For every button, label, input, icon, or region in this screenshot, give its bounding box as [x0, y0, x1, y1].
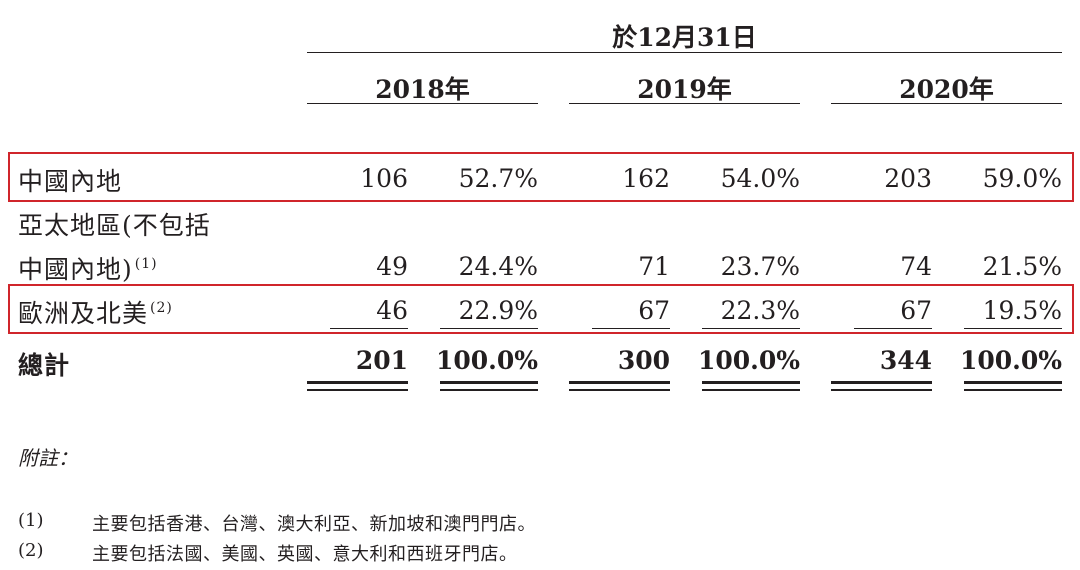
row-label-europe: 歐洲及北美 (2)	[18, 294, 173, 330]
cell-value: 67	[638, 296, 670, 325]
cell-value: 106	[360, 164, 408, 193]
header-rule	[307, 52, 1062, 53]
total-double-rule	[569, 381, 670, 384]
footnote-text-1: 主要包括香港、台灣、澳大利亞、新加坡和澳門門店。	[92, 514, 536, 535]
subtotal-rule	[854, 328, 932, 329]
footnote-ref-2: (2)	[150, 300, 173, 316]
cell-percent: 23.7%	[720, 252, 800, 281]
cell-percent: 19.5%	[982, 296, 1062, 325]
highlight-box-europe	[8, 284, 1074, 334]
total-double-rule	[964, 381, 1062, 384]
notes-heading: 附註：	[18, 446, 78, 470]
subtotal-rule	[592, 328, 670, 329]
highlight-box-mainland	[8, 152, 1074, 202]
total-percent: 100.0%	[959, 346, 1062, 375]
year-header-2020: 2020年	[899, 75, 994, 104]
total-double-rule	[440, 381, 538, 384]
cell-value: 71	[638, 252, 670, 281]
year-rule-2019	[569, 103, 800, 104]
cell-percent: 21.5%	[982, 252, 1062, 281]
total-value: 300	[617, 346, 670, 375]
total-double-rule	[307, 381, 408, 384]
total-double-rule	[831, 389, 932, 391]
total-double-rule	[440, 389, 538, 391]
cell-value: 67	[900, 296, 932, 325]
year-header-2019: 2019年	[637, 75, 732, 104]
cell-value: 46	[376, 296, 408, 325]
total-double-rule	[702, 389, 800, 391]
cell-percent: 59.0%	[982, 164, 1062, 193]
footnote-marker-2: (2)	[18, 540, 44, 561]
subtotal-rule	[440, 328, 538, 329]
cell-percent: 22.3%	[720, 296, 800, 325]
subtotal-rule	[702, 328, 800, 329]
cell-value: 203	[884, 164, 932, 193]
cell-value: 49	[376, 252, 408, 281]
total-double-rule	[569, 389, 670, 391]
footnote-text-2: 主要包括法國、美國、英國、意大利和西班牙門店。	[92, 544, 518, 565]
year-header-2018: 2018年	[375, 75, 470, 104]
row-label-total: 總計	[18, 351, 71, 380]
total-value: 344	[879, 346, 932, 375]
cell-percent: 52.7%	[458, 164, 538, 193]
cell-value: 74	[900, 252, 932, 281]
footnote-ref-1: (1)	[134, 256, 158, 272]
total-double-rule	[702, 381, 800, 384]
cell-value: 162	[622, 164, 670, 193]
cell-percent: 54.0%	[720, 164, 800, 193]
total-double-rule	[831, 381, 932, 384]
cell-percent: 22.9%	[458, 296, 538, 325]
total-percent: 100.0%	[435, 346, 538, 375]
total-double-rule	[307, 389, 408, 391]
row-label-europe-text: 歐洲及北美	[18, 299, 149, 328]
row-label-apac-line1: 亞太地區(不包括	[18, 211, 211, 240]
row-label-mainland: 中國內地	[18, 167, 123, 196]
total-value: 201	[355, 346, 408, 375]
year-rule-2018	[307, 103, 538, 104]
cell-percent: 24.4%	[458, 252, 538, 281]
row-label-apac-text: 中國內地)	[18, 255, 133, 284]
subtotal-rule	[964, 328, 1062, 329]
year-rule-2020	[831, 103, 1062, 104]
total-percent: 100.0%	[697, 346, 800, 375]
period-header: 於12月31日	[612, 23, 757, 52]
footnote-marker-1: (1)	[18, 510, 44, 531]
total-double-rule	[964, 389, 1062, 391]
subtotal-rule	[330, 328, 408, 329]
row-label-apac-line2: 中國內地) (1)	[18, 250, 158, 286]
